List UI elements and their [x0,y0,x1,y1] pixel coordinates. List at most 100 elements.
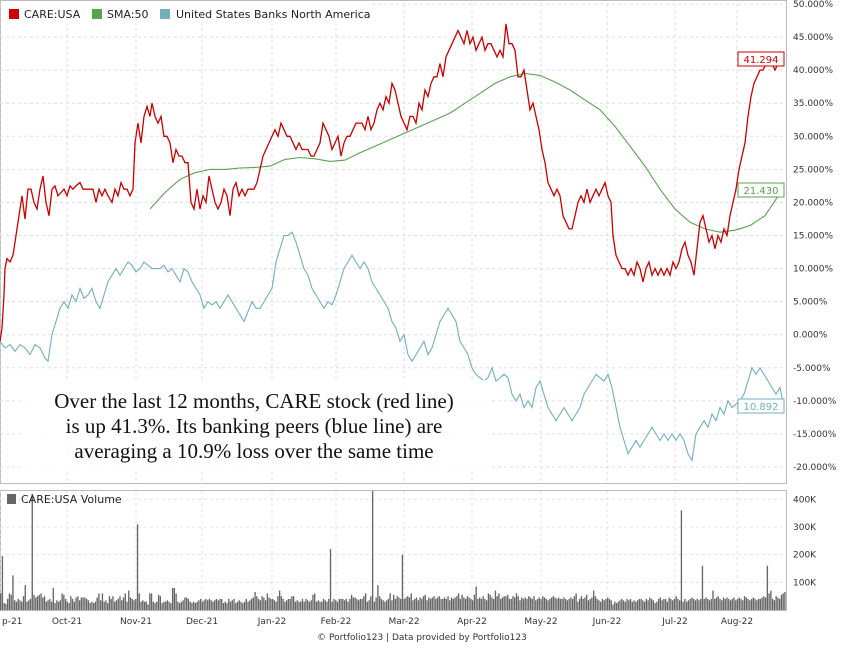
volume-bar [424,594,426,610]
x-tick-label: Mar-22 [388,617,419,627]
volume-bar [414,598,416,610]
volume-bar [277,596,279,610]
volume-bar [328,598,330,610]
volume-bar [477,598,479,610]
volume-bar [210,600,212,610]
volume-bar [775,596,777,610]
volume-bar [649,597,651,610]
volume-bar [508,598,511,610]
volume-bar [382,600,384,610]
y-tick-label: 10.000% [793,265,833,275]
volume-bar [368,600,370,610]
volume-bar [554,597,556,610]
volume-bar [542,596,544,610]
volume-bar [728,598,730,610]
volume-bar [526,598,528,610]
series-line-sma [149,72,781,233]
volume-bar [361,598,363,610]
price-y-axis: 50.000% 45.000% 40.000% 35.000% 30.000% 25.00… [793,0,837,473]
volume-bar [157,594,160,610]
volume-bar [114,601,116,610]
volume-bar [129,597,132,610]
volume-bar [7,598,9,610]
y-tick-label: -20.000% [793,463,837,473]
legend-swatch-sma [92,9,102,19]
volume-bar [596,598,598,610]
volume-bar [698,600,700,610]
volume-bar [184,597,186,610]
volume-bar [557,597,560,610]
volume-bar [394,598,397,610]
volume-bar [503,596,505,610]
volume-bar [96,597,98,610]
volume-bar [717,596,719,610]
volume-bar [189,601,191,610]
volume-bar [519,600,521,610]
volume-bar [638,598,640,610]
volume-bar [261,596,263,610]
volume-bar [19,600,21,610]
volume-bar [768,593,770,610]
volume-bar [77,596,79,610]
volume-bar [561,598,563,610]
volume-bar [684,598,686,610]
volume-bar [389,593,391,610]
volume-bar [428,597,430,610]
volume-bar [191,603,193,610]
volume-bar [549,598,551,610]
volume-bar [489,594,491,610]
volume-bar [105,600,107,610]
volume-bar [5,603,7,610]
volume-bar [735,600,737,610]
volume-bar [580,596,583,610]
volume-y-tick-label: 100K [793,578,817,588]
volume-bar [42,597,44,610]
volume-bar [161,603,163,610]
annotation-line-2: is up 41.3%. Its banking peers (blue lin… [66,414,443,438]
volume-bar [757,598,760,610]
volume-bar [631,601,633,610]
volume-bar [626,598,628,610]
volume-bar [410,593,412,610]
volume-bar [350,594,353,610]
volume-bar [317,600,319,610]
volume-bar [45,601,47,610]
volume-bar [587,600,590,610]
volume-bar [582,598,584,610]
volume-bar [236,601,239,610]
volume-bar [150,593,153,610]
volume-bar [703,598,705,610]
volume-bar [194,603,197,610]
volume-bar [340,598,342,610]
volume-bar [33,594,35,610]
x-tick-label: Jan-22 [257,617,287,627]
volume-bar [742,600,744,610]
volume-bar [705,597,707,610]
volume-bar [229,601,232,610]
volume-bar [284,601,286,610]
volume-bar [371,491,374,610]
volume-bar [352,597,354,610]
volume-bar [759,598,762,610]
volume-bar [164,601,167,610]
volume-panel: 400K 300K 200K 100K CARE:USA Volume [0,490,817,611]
volume-bar [98,593,100,610]
volume-bar [21,601,23,610]
volume-bar [738,597,740,610]
y-tick-label: 35.000% [793,99,833,109]
volume-bar [38,594,40,610]
volume-grid [0,491,786,610]
volume-bar [384,601,386,610]
volume-bar [280,596,283,610]
volume-bar [680,510,683,610]
volume-bar [636,600,639,610]
y-tick-label: 25.000% [793,165,833,175]
x-tick-label: Jun-22 [592,617,622,627]
x-tick-label: Jul-22 [661,617,688,627]
volume-bar [163,601,165,610]
volume-bar [91,601,93,610]
volume-bar [510,598,512,610]
legend-label-banks: United States Banks North America [176,8,370,21]
volume-bar [145,601,147,610]
y-tick-label: 50.000% [793,0,833,10]
